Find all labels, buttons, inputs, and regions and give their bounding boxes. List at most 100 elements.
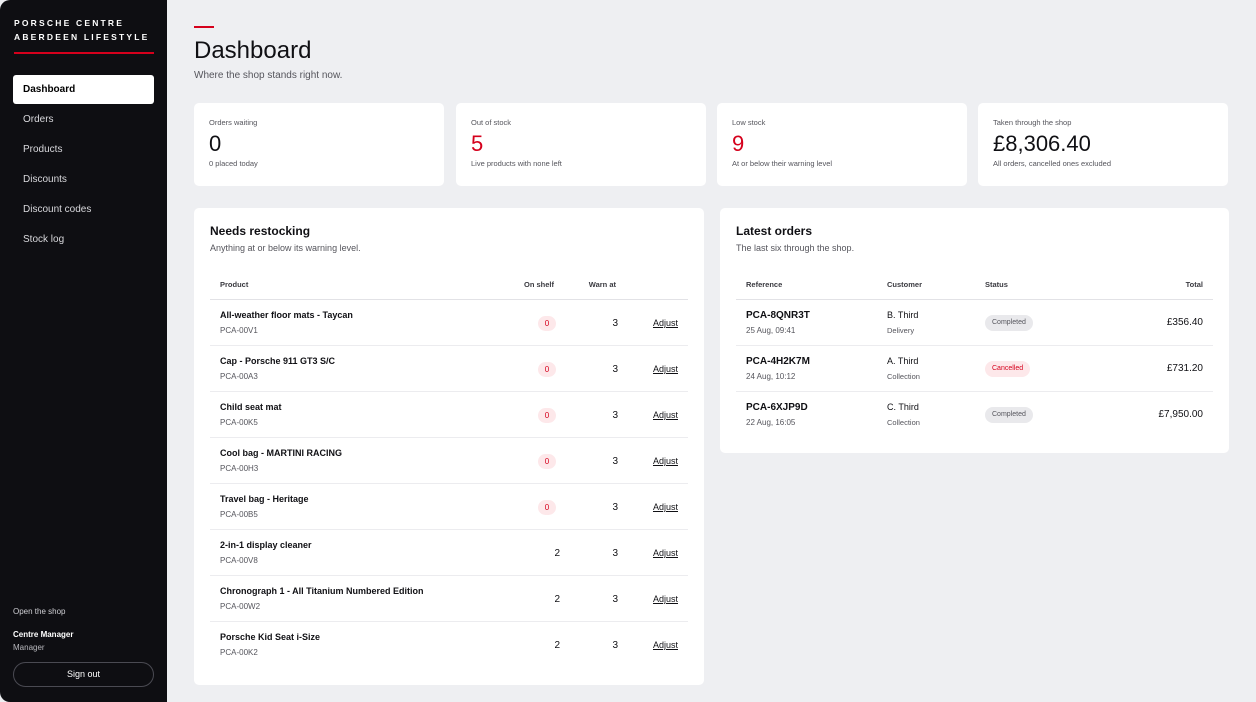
product-name: Chronograph 1 - All Titanium Numbered Ed… (220, 586, 424, 596)
table-row: Cap - Porsche 911 GT3 S/C PCA-00A3 0 3 Adjus… (210, 346, 688, 392)
on-shelf-badge: 0 (538, 500, 556, 515)
sidebar-item-discounts[interactable]: Discounts (23, 174, 67, 185)
product-name: Cap - Porsche 911 GT3 S/C (220, 356, 336, 366)
stat-label: Orders waiting (209, 118, 258, 127)
product-code: PCA-00A3 (220, 372, 258, 381)
warn-at-value: 3 (612, 640, 618, 651)
brand-line-1: PORSCHE CENTRE (14, 18, 125, 28)
page-subtitle: Where the shop stands right now. (194, 70, 343, 81)
adjust-link[interactable]: Adjust (652, 410, 678, 420)
column-header-reference: Reference (746, 280, 783, 289)
status-badge: Cancelled (985, 361, 1031, 377)
order-total: £7,950.00 (1158, 409, 1204, 420)
order-reference[interactable]: PCA-6XJP9D (746, 402, 808, 413)
orders-title: Latest orders (736, 224, 813, 238)
on-shelf-badge: 0 (538, 408, 556, 423)
product-code: PCA-00V8 (220, 556, 258, 565)
fulfilment-mode: Delivery (887, 326, 915, 335)
stat-note: At or below their warning level (732, 159, 833, 168)
brand-logo[interactable]: PORSCHE CENTRE ABERDEEN LIFESTYLE (14, 16, 149, 44)
adjust-link[interactable]: Adjust (652, 364, 678, 374)
stat-card-low-stock: Low stock 9 At or below their warning leve… (717, 103, 967, 186)
product-name: All-weather floor mats - Taycan (220, 310, 353, 320)
status-badge: Completed (985, 407, 1033, 423)
product-code: PCA-00K5 (220, 418, 258, 427)
table-row: Porsche Kid Seat i-Size PCA-00K2 2 3 Adjust (210, 622, 688, 668)
product-name: Child seat mat (220, 402, 282, 412)
stat-value: £8,306.40 (993, 131, 1091, 156)
order-reference[interactable]: PCA-8QNR3T (746, 310, 810, 321)
order-date: 24 Aug, 10:12 (746, 372, 796, 381)
page-title: Dashboard (194, 37, 312, 64)
on-shelf-badge: 0 (538, 362, 556, 377)
warn-at-value: 3 (612, 502, 618, 513)
product-name: Travel bag - Heritage (220, 494, 309, 504)
sidebar: PORSCHE CENTRE ABERDEEN LIFESTYLE Dashbo… (0, 0, 167, 702)
restock-subtitle: Anything at or below its warning level. (210, 243, 361, 253)
stat-note: Live products with none left (471, 159, 562, 168)
product-code: PCA-00H3 (220, 464, 259, 473)
table-row: Chronograph 1 - All Titanium Numbered Ed… (210, 576, 688, 622)
column-header-warn-at: Warn at (588, 280, 616, 289)
adjust-link[interactable]: Adjust (652, 502, 678, 512)
stat-label: Out of stock (471, 118, 512, 127)
adjust-link[interactable]: Adjust (652, 318, 678, 328)
warn-at-value: 3 (612, 410, 618, 421)
column-header-customer: Customer (887, 280, 923, 289)
open-shop-link[interactable]: Open the shop (13, 607, 66, 616)
user-role: Manager (13, 643, 45, 652)
sidebar-item-stock-log[interactable]: Stock log (23, 234, 65, 245)
adjust-link[interactable]: Adjust (652, 640, 678, 650)
table-row[interactable]: PCA-8QNR3T 25 Aug, 09:41 B. Third Delivery C… (736, 300, 1213, 346)
on-shelf-badge: 0 (538, 454, 556, 469)
sidebar-item-discount-codes[interactable]: Discount codes (23, 204, 92, 215)
adjust-link[interactable]: Adjust (652, 548, 678, 558)
table-row: 2-in-1 display cleaner PCA-00V8 2 3 Adjust (210, 530, 688, 576)
on-shelf-badge: 0 (538, 316, 556, 331)
sidebar-item-orders[interactable]: Orders (23, 114, 54, 125)
order-total: £731.20 (1166, 363, 1203, 374)
product-code: PCA-00B5 (220, 510, 258, 519)
product-name: Porsche Kid Seat i-Size (220, 632, 321, 642)
on-shelf-value: 2 (554, 548, 560, 559)
restock-title: Needs restocking (210, 224, 311, 238)
product-name: Cool bag - MARTINI RACING (220, 448, 342, 458)
table-header-divider (736, 299, 1213, 300)
order-date: 22 Aug, 16:05 (746, 418, 796, 427)
sidebar-item-products[interactable]: Products (23, 144, 63, 155)
fulfilment-mode: Collection (887, 418, 920, 427)
orders-subtitle: The last six through the shop. (736, 243, 855, 253)
warn-at-value: 3 (612, 548, 618, 559)
column-header-on-shelf: On shelf (523, 280, 554, 289)
table-header-divider (210, 299, 688, 300)
table-row[interactable]: PCA-4H2K7M 24 Aug, 10:12 A. Third Collectio… (736, 346, 1213, 392)
table-row: Travel bag - Heritage PCA-00B5 0 3 Adjust (210, 484, 688, 530)
brand-divider (14, 52, 154, 54)
stat-card-orders-waiting: Orders waiting 0 0 placed today (194, 103, 444, 186)
on-shelf-value: 2 (554, 640, 560, 651)
stat-note: 0 placed today (209, 159, 258, 168)
latest-orders-panel: Latest orders The last six through the s… (720, 208, 1229, 453)
table-row: Cool bag - MARTINI RACING PCA-00H3 0 3 Adjus… (210, 438, 688, 484)
order-date: 25 Aug, 09:41 (746, 326, 796, 335)
title-accent-rule (194, 26, 214, 28)
product-name: 2-in-1 display cleaner (220, 540, 312, 550)
product-code: PCA-00W2 (220, 602, 261, 611)
column-header-total: Total (1185, 280, 1203, 289)
table-row[interactable]: PCA-6XJP9D 22 Aug, 16:05 C. Third Collectio… (736, 392, 1213, 438)
sign-out-button[interactable]: Sign out (13, 662, 154, 687)
sidebar-item-dashboard[interactable]: Dashboard (13, 75, 154, 104)
sidebar-nav: Dashboard Orders Products Discounts Discount… (13, 75, 154, 255)
stat-label: Low stock (732, 118, 766, 127)
order-reference[interactable]: PCA-4H2K7M (746, 356, 810, 367)
product-code: PCA-00K2 (220, 648, 258, 657)
order-total: £356.40 (1166, 317, 1203, 328)
stat-value: 9 (732, 131, 745, 156)
on-shelf-value: 2 (554, 594, 560, 605)
adjust-link[interactable]: Adjust (652, 594, 678, 604)
adjust-link[interactable]: Adjust (652, 456, 678, 466)
customer-name: A. Third (887, 356, 919, 366)
stat-value: 0 (209, 131, 222, 156)
warn-at-value: 3 (612, 318, 618, 329)
stat-card-taken-through-shop: Taken through the shop £8,306.40 All order… (978, 103, 1228, 186)
